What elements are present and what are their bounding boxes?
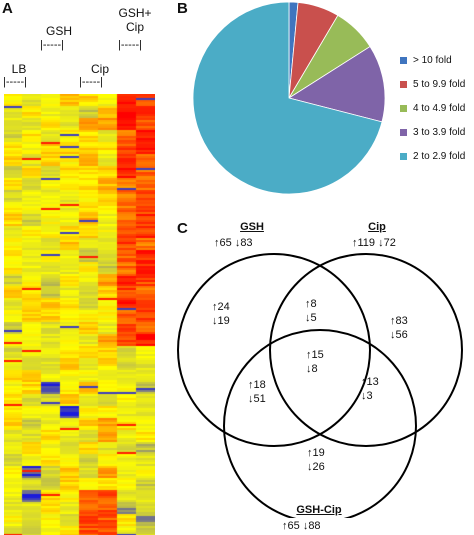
venn-title-gsh: GSH xyxy=(240,221,264,233)
venn-region-all-up: ↑15 xyxy=(306,349,324,361)
venn-total-cip-down: ↓72 xyxy=(378,237,396,249)
pie-chart xyxy=(192,1,386,195)
legend-swatch-2 xyxy=(400,105,407,112)
group-bracket-lb: |-----| xyxy=(3,76,28,88)
group-label-cip: Cip xyxy=(90,62,109,76)
group-bracket-gsh: |-----| xyxy=(40,39,65,51)
legend-label-3: 3 to 3.9 fold xyxy=(413,127,466,138)
venn-region-gsh-gshcip: ↑18 ↓51 xyxy=(248,378,266,406)
venn-region-gshcip-only-down: ↓26 xyxy=(307,461,325,473)
venn-total-gsh-down: ↓83 xyxy=(234,237,253,249)
legend-swatch-1 xyxy=(400,81,407,88)
venn-title-gsh-cip: GSH-Cip xyxy=(296,504,342,516)
venn-region-cip-only-down: ↓56 xyxy=(390,329,408,341)
venn-region-gsh-gshcip-up: ↑18 xyxy=(248,379,266,391)
venn-region-all: ↑15 ↓8 xyxy=(306,348,324,376)
legend-swatch-0 xyxy=(400,57,407,64)
legend-label-4: 2 to 2.9 fold xyxy=(413,151,466,162)
group-label-gsh-cip: GSH+ Cip xyxy=(118,6,152,34)
venn-diagram xyxy=(177,253,463,518)
panel-b-letter: B xyxy=(177,0,188,17)
legend-label-0: > 10 fold xyxy=(413,55,452,66)
venn-total-gsh-cip-up: ↑65 xyxy=(282,520,300,532)
venn-region-gsh-cip-down: ↓5 xyxy=(305,312,317,324)
pie-slice-3 xyxy=(288,46,386,123)
venn-region-all-down: ↓8 xyxy=(306,363,318,375)
legend-item-2: 4 to 4.9 fold xyxy=(400,103,465,115)
venn-circle-cip xyxy=(269,253,463,447)
legend-item-0: > 10 fold xyxy=(400,55,452,67)
venn-circle-gsh xyxy=(177,253,371,447)
legend-swatch-3 xyxy=(400,129,407,136)
venn-total-cip: ↑119 ↓72 xyxy=(352,236,396,250)
venn-region-cip-only-up: ↑83 xyxy=(390,315,408,327)
venn-region-gshcip-only: ↑19 ↓26 xyxy=(307,446,325,474)
venn-region-cip-gshcip: ↑13 ↓3 xyxy=(361,375,379,403)
venn-region-gsh-only: ↑24 ↓19 xyxy=(212,300,230,328)
legend-label-2: 4 to 4.9 fold xyxy=(413,103,466,114)
panel-c-letter: C xyxy=(177,220,188,237)
venn-region-gsh-only-down: ↓19 xyxy=(212,315,230,327)
heatmap xyxy=(4,94,155,535)
pie-slice-4 xyxy=(192,1,383,195)
venn-total-gsh-cip: ↑65 ↓88 xyxy=(282,519,321,533)
group-label-gsh: GSH xyxy=(45,24,72,38)
venn-region-gsh-gshcip-down: ↓51 xyxy=(248,393,266,405)
group-bracket-cip: |-----| xyxy=(79,76,104,88)
legend-item-3: 3 to 3.9 fold xyxy=(400,127,465,139)
group-label-lb: LB xyxy=(11,62,27,76)
legend-swatch-4 xyxy=(400,153,407,160)
venn-region-cip-only: ↑83 ↓56 xyxy=(390,314,408,342)
legend-item-4: 2 to 2.9 fold xyxy=(400,151,465,163)
venn-circle-gsh-cip xyxy=(223,329,417,518)
venn-total-gsh: ↑65 ↓83 xyxy=(214,236,253,250)
venn-total-gsh-up: ↑65 xyxy=(214,237,232,249)
venn-region-cip-gshcip-down: ↓3 xyxy=(361,390,373,402)
venn-total-cip-up: ↑119 xyxy=(352,237,376,249)
group-bracket-gsh-cip: |-----| xyxy=(118,39,143,51)
venn-region-gsh-cip: ↑8 ↓5 xyxy=(305,297,317,325)
venn-region-cip-gshcip-up: ↑13 xyxy=(361,376,379,388)
panel-a-letter: A xyxy=(2,0,13,17)
legend-label-1: 5 to 9.9 fold xyxy=(413,79,466,90)
venn-total-gsh-cip-down: ↓88 xyxy=(302,520,321,532)
venn-region-gshcip-only-up: ↑19 xyxy=(307,447,325,459)
venn-region-gsh-cip-up: ↑8 xyxy=(305,298,317,310)
legend-item-1: 5 to 9.9 fold xyxy=(400,79,465,91)
venn-region-gsh-only-up: ↑24 xyxy=(212,301,230,313)
venn-title-cip: Cip xyxy=(368,221,386,233)
